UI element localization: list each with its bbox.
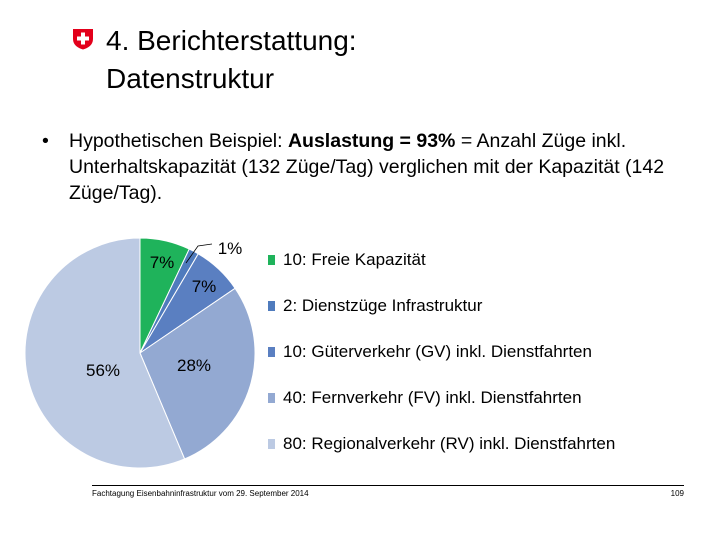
legend-swatch xyxy=(268,301,275,311)
pie-slice-3 xyxy=(139,287,256,460)
footer-text: Fachtagung Eisenbahninfrastruktur vom 29… xyxy=(92,489,309,498)
pie-chart: 7%1%7%28%56% xyxy=(24,237,256,469)
legend-swatch xyxy=(268,347,275,357)
legend-label: 80: Regionalverkehr (RV) inkl. Dienstfah… xyxy=(283,434,616,453)
legend-label: 40: Fernverkehr (FV) inkl. Dienstfahrten xyxy=(283,388,582,407)
bullet-text: Hypothetischen Beispiel: Auslastung = 93… xyxy=(69,128,692,206)
page-title-line-1: 4. Berichterstattung: xyxy=(106,25,357,56)
pie-slice-4 xyxy=(24,237,186,469)
legend-label: 2: Dienstzüge Infrastruktur xyxy=(283,296,483,315)
pie-data-label-1: 1% xyxy=(218,239,243,258)
pie-leader-line-1 xyxy=(185,243,213,264)
legend-swatch xyxy=(268,255,275,265)
page-title: 4. Berichterstattung: Datenstruktur xyxy=(106,22,646,98)
pie-data-label-3: 28% xyxy=(177,356,211,375)
pie-data-label-2: 7% xyxy=(192,277,217,296)
bullet-text-highlight: Auslastung = 93% xyxy=(287,130,456,152)
bullet-point: • Hypothetischen Beispiel: Auslastung = … xyxy=(42,128,692,206)
swiss-coat-of-arms-icon xyxy=(73,29,93,50)
page-number: 109 xyxy=(670,489,684,498)
legend-swatch xyxy=(268,393,275,403)
page-title-line-2: Datenstruktur xyxy=(106,63,275,94)
legend-label: 10: Freie Kapazität xyxy=(283,250,426,269)
bullet-dot: • xyxy=(42,130,49,152)
pie-data-label-0: 7% xyxy=(150,253,175,272)
legend-label: 10: Güterverkehr (GV) inkl. Dienstfahrte… xyxy=(283,342,592,361)
pie-data-label-4: 56% xyxy=(86,361,120,380)
bullet-text-rest: = Anzahl Züge inkl. Unterhaltskapazität … xyxy=(69,130,665,204)
footer-divider xyxy=(92,485,684,486)
bullet-text-intro: Hypothetischen Beispiel: xyxy=(69,130,288,152)
legend-swatch xyxy=(268,439,275,449)
